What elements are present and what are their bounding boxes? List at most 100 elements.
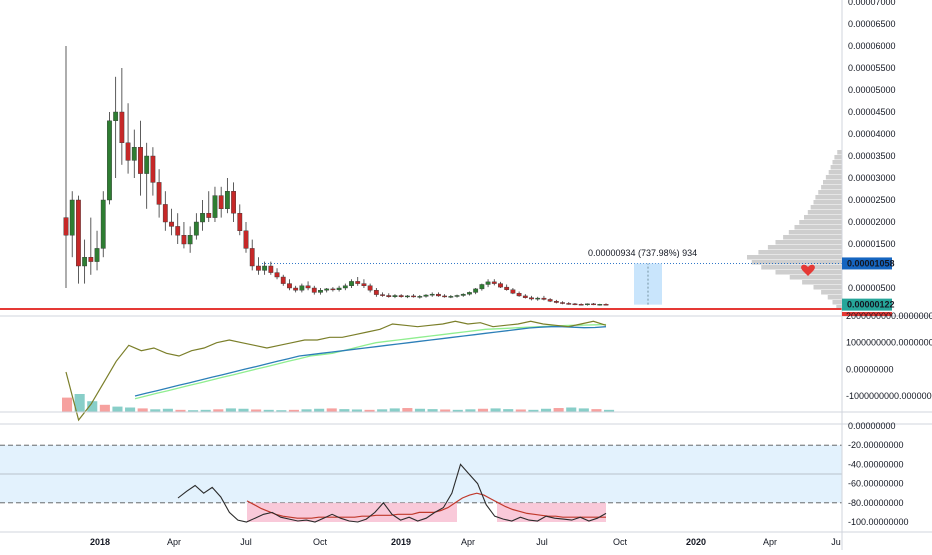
volume-profile-bar [825, 175, 842, 180]
candle [293, 285, 299, 293]
obv-panel[interactable] [0, 320, 932, 422]
candle-body [355, 281, 361, 284]
candle-body [367, 285, 373, 291]
volume-profile-bar [834, 155, 842, 160]
wr-tick-label: -40.00000000 [848, 459, 904, 469]
measure-label: 0.00000934 (737.98%) 934 [588, 248, 697, 258]
candle-body [529, 297, 534, 300]
candle [193, 213, 199, 240]
price-panel[interactable] [0, 46, 842, 310]
candle-body [386, 295, 392, 298]
candle [373, 288, 379, 297]
volume-bar [62, 397, 73, 412]
candle-body [398, 295, 404, 298]
candle [578, 303, 584, 306]
volume-bar [427, 409, 438, 412]
volume-profile-bar [751, 260, 842, 265]
volume-profile-bar [789, 275, 842, 280]
volume-bar [402, 408, 413, 412]
candle [218, 186, 224, 218]
candle-body [324, 288, 330, 291]
volume-bar [175, 409, 186, 412]
candle [169, 208, 174, 236]
volume-bar [150, 409, 161, 412]
candle [256, 257, 261, 275]
volume-profile-bar [802, 280, 842, 285]
candle-body [224, 190, 230, 209]
volume-bar [591, 409, 602, 412]
volume-bar [326, 408, 337, 412]
volume-profile-bar [836, 305, 842, 310]
volume-bar [503, 409, 514, 412]
candle-body [504, 286, 510, 290]
candle-body [169, 221, 174, 227]
candle-body [603, 304, 609, 306]
price-tick-label: 0.00002500 [848, 195, 896, 205]
candle [200, 200, 205, 231]
volume-bar [263, 409, 274, 412]
volume-bar [99, 404, 110, 412]
candle-body [318, 290, 323, 293]
candle-body [138, 146, 143, 174]
candle [529, 295, 534, 301]
candle [131, 129, 137, 178]
candle [187, 226, 193, 253]
candle [522, 294, 528, 299]
volume-bar [251, 409, 262, 412]
candle-body [473, 288, 479, 293]
candle-body [498, 283, 503, 288]
candle [76, 195, 81, 284]
oversold-region [497, 502, 606, 522]
volume-profile-bar [832, 300, 842, 305]
candle-body [361, 283, 367, 287]
volume-profile-bar [804, 215, 842, 220]
candle-body [485, 281, 491, 285]
volume-bar [162, 408, 173, 412]
candle [268, 261, 274, 275]
time-tick-label: 2018 [90, 537, 110, 547]
candle [361, 279, 367, 288]
candle-body [541, 297, 547, 300]
candle-body [119, 111, 125, 143]
candle [603, 303, 609, 306]
candle-body [535, 297, 541, 300]
candle-body [510, 289, 516, 294]
candle-body [584, 303, 590, 306]
candle-body [436, 293, 441, 297]
candle-body [448, 296, 454, 298]
candle [411, 294, 416, 298]
volume-bar [351, 409, 362, 412]
candle-body [63, 217, 69, 236]
price-tick-label: 0.00002000 [848, 217, 896, 227]
candle-body [578, 304, 584, 306]
volume-bar [137, 408, 148, 412]
candle [138, 120, 143, 196]
volume-profile-bar [747, 255, 842, 260]
candle-body [131, 146, 137, 161]
volume-profile-bar [815, 195, 842, 200]
candle-body [442, 295, 448, 298]
volume-bar [276, 410, 287, 412]
candle-body [113, 111, 119, 122]
heart-icon[interactable] [801, 264, 815, 276]
williams-r-line [177, 463, 607, 523]
candle [324, 288, 330, 293]
volume-bar [414, 408, 426, 412]
williams-r-panel[interactable] [0, 423, 932, 523]
time-tick-label: Apr [763, 537, 777, 547]
price-tick-label: 0.00006500 [848, 19, 896, 29]
candle [274, 268, 280, 280]
volume-profile-bar [799, 220, 842, 225]
obv-tick-label: 0.00000000 [846, 364, 894, 374]
candle [485, 279, 491, 288]
volume-profile-bar [775, 240, 842, 245]
obv-line [65, 320, 607, 422]
volume-profile-bar [832, 160, 842, 165]
candle [243, 222, 249, 253]
candle-body [560, 302, 565, 304]
candle-body [404, 295, 410, 298]
time-tick-label: Oct [613, 537, 628, 547]
